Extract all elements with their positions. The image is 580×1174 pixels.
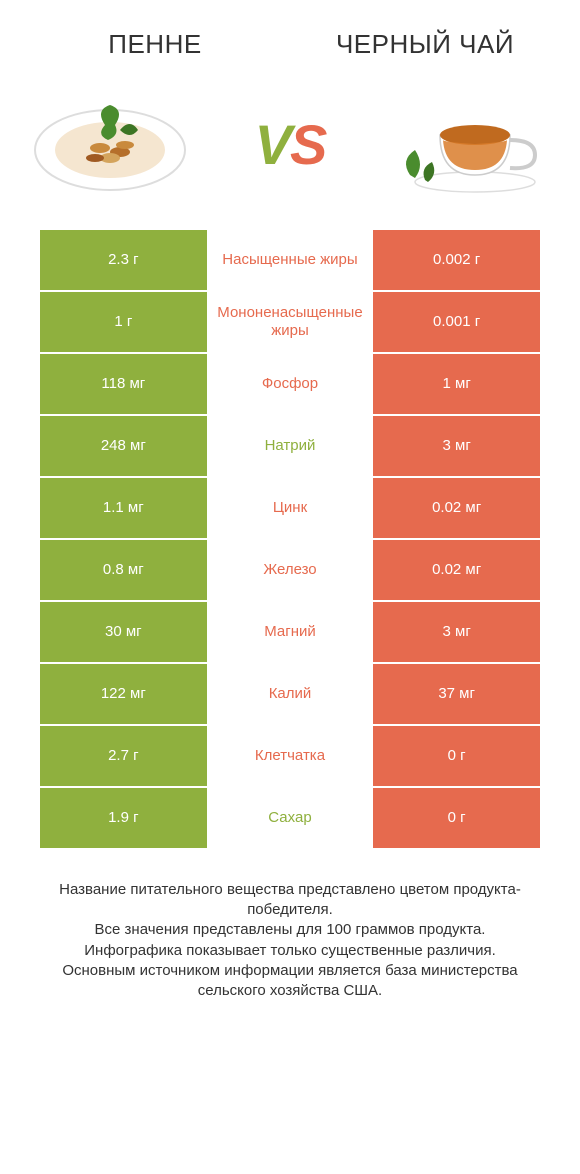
table-row: 0.8 мгЖелезо0.02 мг: [40, 540, 540, 602]
nutrition-table: 2.3 гНасыщенные жиры0.002 г1 гМононенасы…: [0, 230, 580, 850]
left-value: 248 мг: [40, 416, 207, 476]
table-row: 2.7 гКлетчатка0 г: [40, 726, 540, 788]
footer-line: Основным источником информации является …: [30, 961, 550, 1002]
right-value: 0 г: [373, 726, 540, 786]
nutrient-label: Насыщенные жиры: [207, 230, 374, 290]
nutrient-label: Натрий: [207, 416, 374, 476]
right-value: 3 мг: [373, 416, 540, 476]
right-value: 0 г: [373, 788, 540, 848]
nutrient-label: Железо: [207, 540, 374, 600]
table-row: 122 мгКалий37 мг: [40, 664, 540, 726]
left-value: 2.3 г: [40, 230, 207, 290]
left-value: 30 мг: [40, 602, 207, 662]
left-title: ПЕННЕ: [47, 30, 263, 60]
right-value: 1 мг: [373, 354, 540, 414]
vs-s: S: [290, 113, 325, 176]
nutrient-label: Фосфор: [207, 354, 374, 414]
footer-line: Название питательного вещества представл…: [30, 880, 550, 921]
vs-v: V: [255, 113, 290, 176]
right-value: 37 мг: [373, 664, 540, 724]
nutrient-label: Магний: [207, 602, 374, 662]
table-row: 248 мгНатрий3 мг: [40, 416, 540, 478]
footer-line: Инфографика показывает только существенн…: [30, 941, 550, 961]
left-value: 118 мг: [40, 354, 207, 414]
nutrient-label: Калий: [207, 664, 374, 724]
right-value: 3 мг: [373, 602, 540, 662]
right-value: 0.002 г: [373, 230, 540, 290]
hero-row: VS: [0, 70, 580, 230]
penne-image: [30, 90, 190, 200]
tea-image: [390, 90, 550, 200]
right-value: 0.02 мг: [373, 540, 540, 600]
nutrient-label: Цинк: [207, 478, 374, 538]
nutrient-label: Мононенасыщенные жиры: [207, 292, 374, 352]
left-value: 1 г: [40, 292, 207, 352]
nutrient-label: Клетчатка: [207, 726, 374, 786]
left-value: 2.7 г: [40, 726, 207, 786]
left-value: 1.1 мг: [40, 478, 207, 538]
left-value: 1.9 г: [40, 788, 207, 848]
table-row: 1 гМононенасыщенные жиры0.001 г: [40, 292, 540, 354]
table-row: 118 мгФосфор1 мг: [40, 354, 540, 416]
table-row: 30 мгМагний3 мг: [40, 602, 540, 664]
table-row: 1.1 мгЦинк0.02 мг: [40, 478, 540, 540]
left-value: 0.8 мг: [40, 540, 207, 600]
right-value: 0.001 г: [373, 292, 540, 352]
header: ПЕННЕ ЧЕРНЫЙ ЧАЙ: [0, 0, 580, 70]
right-value: 0.02 мг: [373, 478, 540, 538]
footer-line: Все значения представлены для 100 граммо…: [30, 920, 550, 940]
vs-label: VS: [255, 112, 326, 177]
footer-text: Название питательного вещества представл…: [0, 850, 580, 1002]
right-title: ЧЕРНЫЙ ЧАЙ: [317, 30, 533, 60]
nutrient-label: Сахар: [207, 788, 374, 848]
table-row: 1.9 гСахар0 г: [40, 788, 540, 850]
table-row: 2.3 гНасыщенные жиры0.002 г: [40, 230, 540, 292]
left-value: 122 мг: [40, 664, 207, 724]
